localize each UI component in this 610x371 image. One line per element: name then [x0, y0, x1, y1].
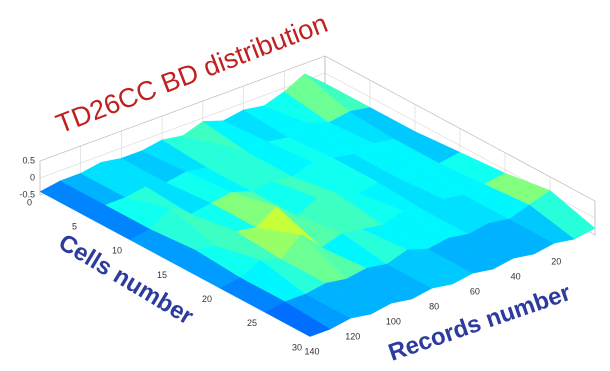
x-tick-label: 80 — [429, 301, 439, 311]
y-tick-label: 30 — [292, 342, 302, 352]
x-tick-label: 100 — [386, 316, 401, 326]
x-tick-label: 120 — [345, 331, 360, 341]
x-tick-label: 40 — [511, 271, 521, 281]
surface-patch — [529, 190, 596, 240]
y-tick-label: 0 — [27, 197, 32, 207]
x-tick-label: 140 — [304, 346, 319, 356]
x-tick-label: 20 — [551, 256, 561, 266]
z-tick-label: 0.5 — [22, 155, 35, 165]
z-tick-label: 0 — [30, 172, 35, 182]
y-tick-label: 20 — [202, 294, 212, 304]
y-tick-label: 5 — [72, 222, 77, 232]
y-tick-label: 25 — [247, 318, 257, 328]
x-tick-label: 60 — [470, 286, 480, 296]
y-tick-label: 10 — [112, 246, 122, 256]
y-tick-label: 15 — [157, 270, 167, 280]
surface — [39, 73, 596, 337]
z-tick-label: -0.5 — [19, 189, 35, 199]
